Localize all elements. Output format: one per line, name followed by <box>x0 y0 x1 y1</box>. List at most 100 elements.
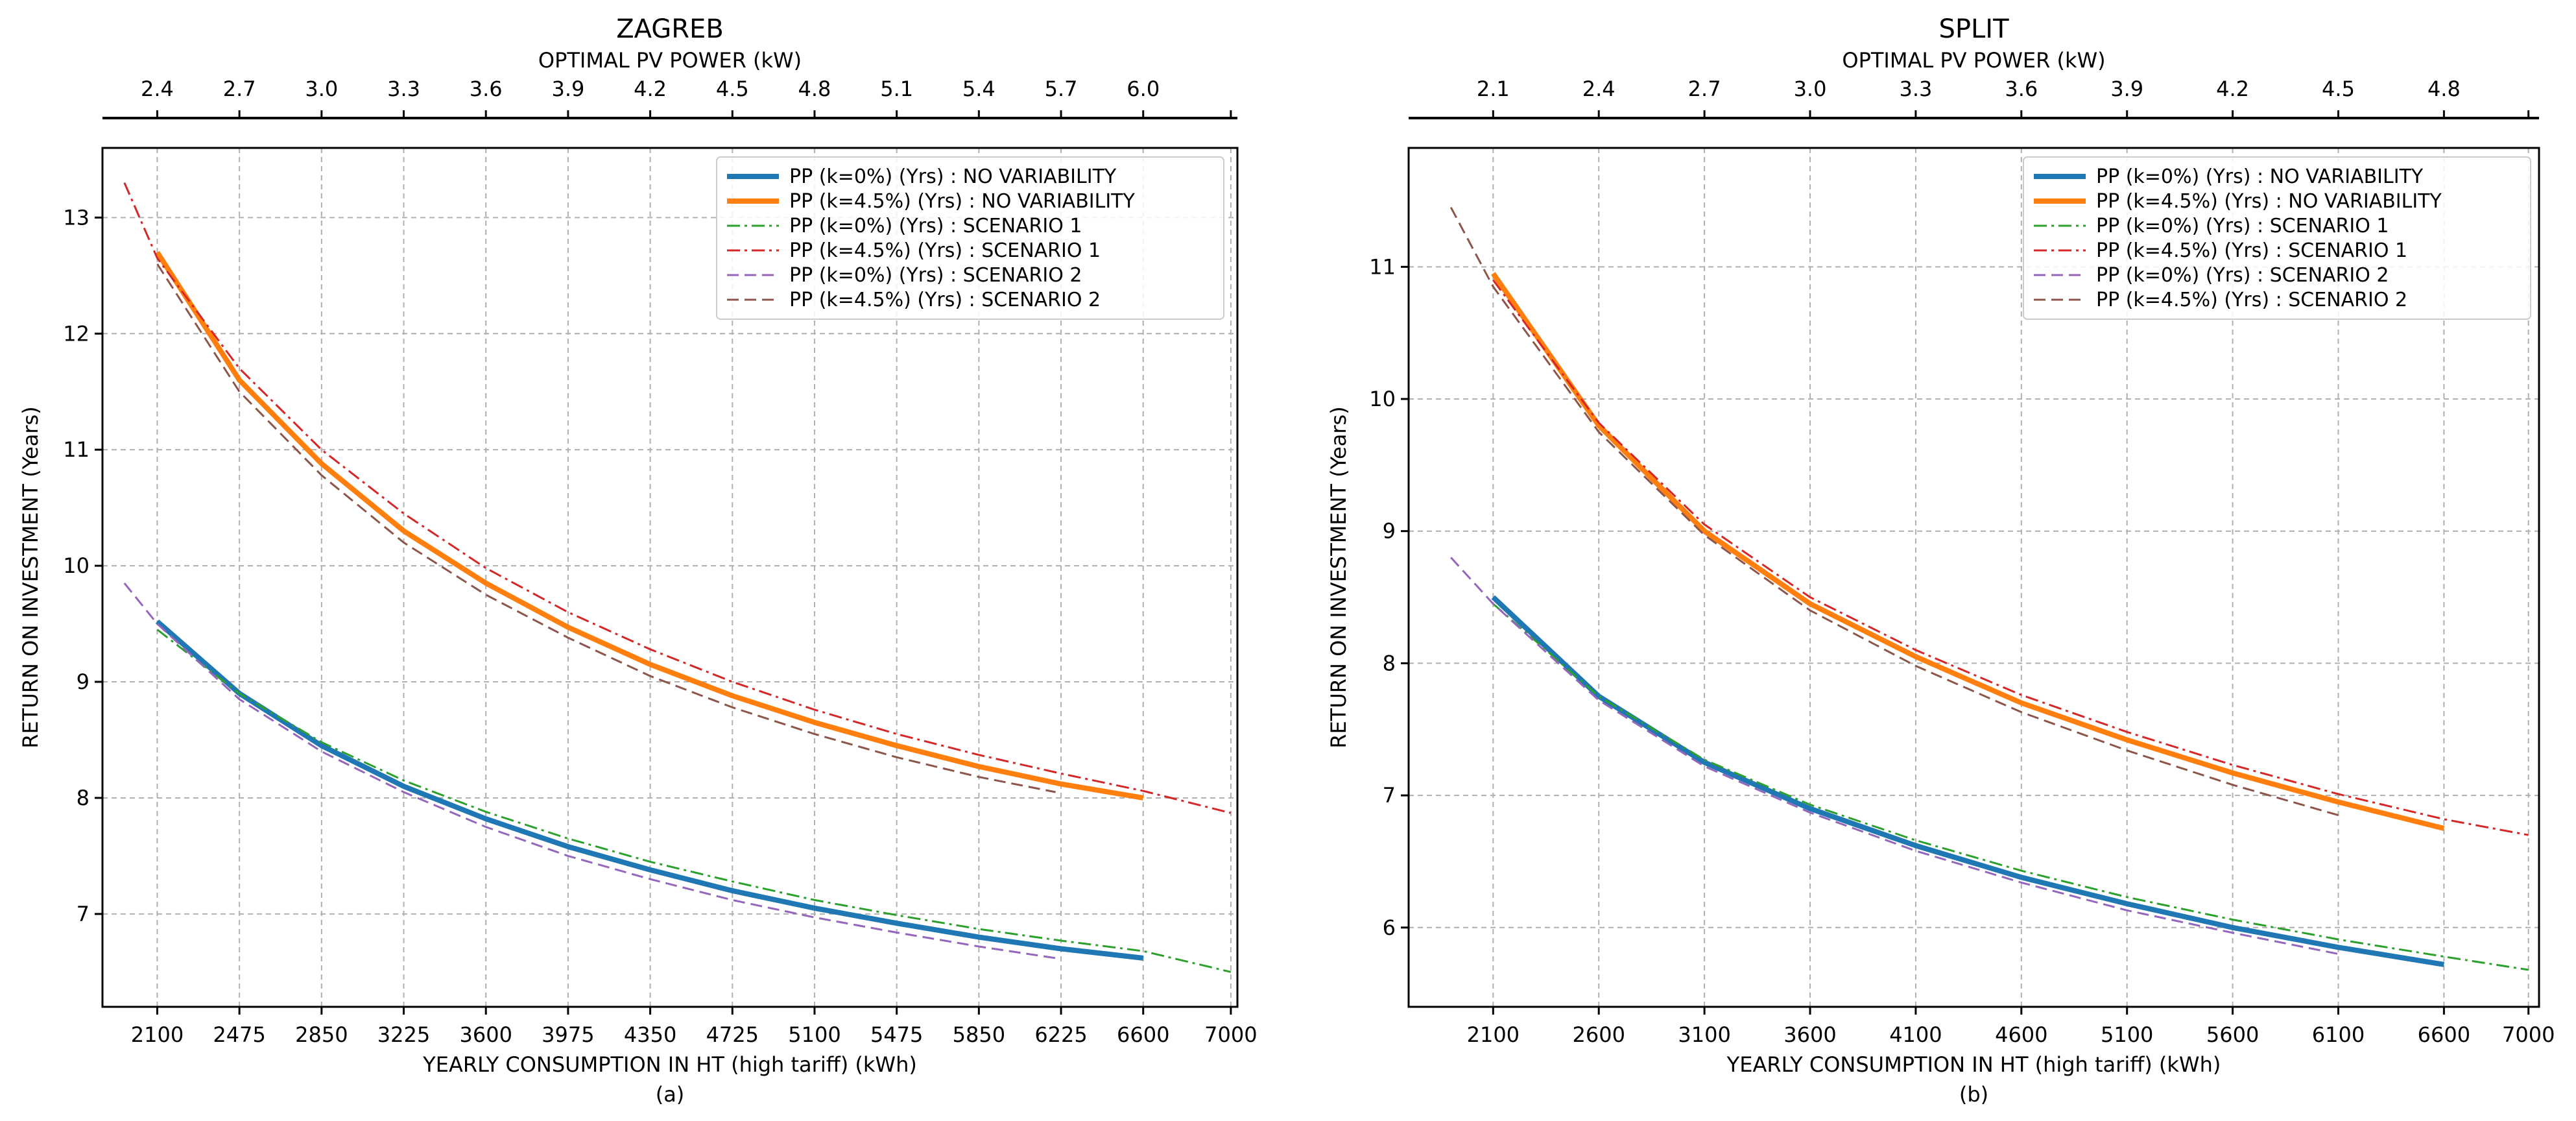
x-tick-label: 2600 <box>1572 1022 1625 1047</box>
y-tick-label: 11 <box>1369 254 1396 279</box>
x-tick-label: 6600 <box>2418 1022 2470 1047</box>
top-tick-label: 2.4 <box>1582 77 1616 101</box>
top-tick-label: 6.0 <box>1127 77 1160 101</box>
chart-title: SPLIT <box>1938 14 2009 44</box>
top-tick-label: 5.4 <box>962 77 996 101</box>
top-tick-label: 2.4 <box>141 77 174 101</box>
x-tick-label: 6600 <box>1117 1022 1169 1047</box>
top-tick-label: 2.1 <box>1477 77 1510 101</box>
legend-entry-0: PP (k=0%) (Yrs) : NO VARIABILITY <box>2096 165 2424 188</box>
top-tick-label: 4.5 <box>2322 77 2355 101</box>
plot-frame <box>101 147 1239 1008</box>
x-tick-label: 7000 <box>1204 1022 1257 1047</box>
x-tick-label: 2100 <box>131 1022 184 1047</box>
subfigure-label: (b) <box>1959 1082 1988 1107</box>
y-tick-label: 8 <box>77 786 89 810</box>
top-tick-label: 4.8 <box>798 77 831 101</box>
legend-entry-2: PP (k=0%) (Yrs) : SCENARIO 1 <box>2096 215 2389 237</box>
series-line-1 <box>155 250 1144 801</box>
chart-split: SPLIT OPTIMAL PV POWER (kW) 2100 2600 3100 36… <box>1326 14 2555 1107</box>
x-tick-label: 5600 <box>2206 1022 2259 1047</box>
top-axis-label: OPTIMAL PV POWER (kW) <box>538 48 802 73</box>
top-tick-label: 3.3 <box>387 77 420 101</box>
top-tick-label: 3.9 <box>2110 77 2143 101</box>
x-tick-label: 3975 <box>542 1022 594 1047</box>
legend-entry-5: PP (k=4.5%) (Yrs) : SCENARIO 2 <box>789 289 1101 311</box>
top-tick-label: 4.2 <box>2216 77 2249 101</box>
series-line-3 <box>1492 279 2529 836</box>
y-tick-label: 7 <box>77 902 89 926</box>
x-tick-label: 4350 <box>624 1022 676 1047</box>
plot-frame <box>1407 147 2540 1008</box>
series-line-2 <box>156 629 1232 973</box>
x-tick-label: 6100 <box>2312 1022 2365 1047</box>
series-line-4 <box>123 582 1056 959</box>
top-tick-label: 3.3 <box>1899 77 1932 101</box>
x-axis-label: YEARLY CONSUMPTION IN HT (high tariff) (… <box>1726 1052 2221 1077</box>
x-tick-label: 7000 <box>2502 1022 2555 1047</box>
x-tick-label: 5475 <box>870 1022 923 1047</box>
legend-box <box>2023 156 2531 320</box>
series-line-5 <box>156 263 1056 793</box>
y-tick-label: 12 <box>63 321 89 346</box>
series-line-0 <box>155 619 1144 961</box>
x-tick-label: 3600 <box>1783 1022 1836 1047</box>
y-tick-label: 9 <box>77 669 89 694</box>
chart-zagreb: ZAGREB OPTIMAL PV POWER (kW) 2100 2475 2850 3… <box>18 14 1258 1107</box>
x-tick-label: 2475 <box>213 1022 265 1047</box>
y-tick-label: 9 <box>1383 519 1396 544</box>
y-tick-label: 6 <box>1383 915 1396 940</box>
y-axis-label: RETURN ON INVESTMENT (Years) <box>1326 406 1351 748</box>
chart-title: ZAGREB <box>616 14 724 44</box>
x-tick-label: 4100 <box>1889 1022 1942 1047</box>
top-tick-label: 3.6 <box>2005 77 2038 101</box>
y-axis-label: RETURN ON INVESTMENT (Years) <box>18 406 43 748</box>
y-tick-label: 11 <box>63 437 89 462</box>
y-tick-label: 10 <box>63 553 89 578</box>
x-tick-label: 6225 <box>1034 1022 1087 1047</box>
top-tick-label: 5.1 <box>880 77 913 101</box>
top-tick-label: 3.6 <box>470 77 503 101</box>
legend-entry-1: PP (k=4.5%) (Yrs) : NO VARIABILITY <box>2096 190 2442 213</box>
series-line-0 <box>1491 595 2445 967</box>
x-tick-label: 2850 <box>295 1022 348 1047</box>
x-tick-label: 4725 <box>706 1022 759 1047</box>
legend-box <box>716 156 1224 320</box>
legend-entry-3: PP (k=4.5%) (Yrs) : SCENARIO 1 <box>789 239 1101 262</box>
top-tick-label: 4.8 <box>2427 77 2461 101</box>
series-line-2 <box>1492 603 2529 971</box>
gridlines <box>102 148 1237 1007</box>
legend-entry-3: PP (k=4.5%) (Yrs) : SCENARIO 1 <box>2096 239 2407 262</box>
x-tick-label: 5850 <box>953 1022 1005 1047</box>
x-tick-label: 4600 <box>1995 1022 2047 1047</box>
x-tick-label: 5100 <box>788 1022 841 1047</box>
top-tick-label: 4.2 <box>634 77 667 101</box>
x-tick-label: 3100 <box>1678 1022 1730 1047</box>
gridlines <box>1409 148 2539 1007</box>
legend-entry-5: PP (k=4.5%) (Yrs) : SCENARIO 2 <box>2096 289 2407 311</box>
legend-entry-0: PP (k=0%) (Yrs) : NO VARIABILITY <box>789 165 1117 188</box>
top-tick-label: 2.7 <box>1688 77 1721 101</box>
legend-entry-1: PP (k=4.5%) (Yrs) : NO VARIABILITY <box>789 190 1136 213</box>
top-tick-label: 3.9 <box>551 77 584 101</box>
series-line-1 <box>1491 272 2445 831</box>
top-tick-label: 2.7 <box>223 77 256 101</box>
top-tick-label: 4.5 <box>716 77 749 101</box>
top-tick-label: 3.0 <box>1794 77 1827 101</box>
y-tick-label: 7 <box>1383 783 1396 808</box>
series-line-4 <box>1450 557 2339 955</box>
series-group <box>123 182 1232 973</box>
x-tick-label: 3600 <box>459 1022 512 1047</box>
x-axis-label: YEARLY CONSUMPTION IN HT (high tariff) (… <box>422 1052 917 1077</box>
top-axis-label: OPTIMAL PV POWER (kW) <box>1842 48 2105 73</box>
top-tick-label: 5.7 <box>1045 77 1078 101</box>
x-tick-label: 3225 <box>377 1022 430 1047</box>
x-tick-label: 5100 <box>2101 1022 2153 1047</box>
y-tick-label: 13 <box>63 205 89 230</box>
legend-entry-4: PP (k=0%) (Yrs) : SCENARIO 2 <box>789 264 1082 287</box>
subfigure-label: (a) <box>656 1082 685 1107</box>
series-line-3 <box>123 182 1232 814</box>
